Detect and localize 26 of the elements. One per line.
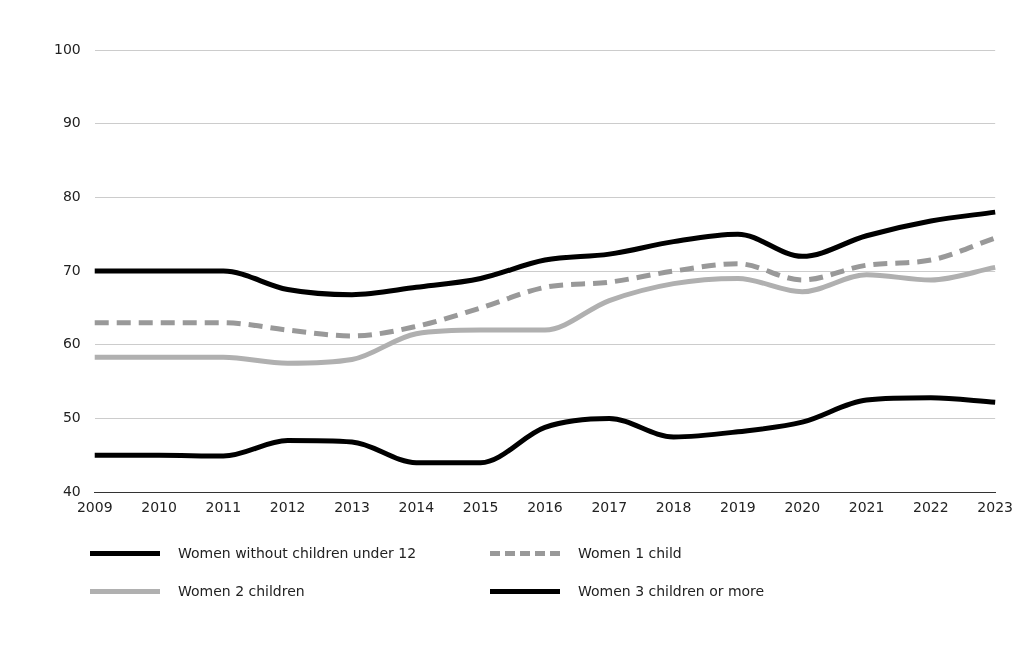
- x-tick-label: 2020: [784, 499, 821, 516]
- x-tick-label: 2010: [141, 499, 177, 516]
- y-tick-label: 80: [62, 188, 81, 205]
- x-tick-label: 2019: [720, 499, 756, 516]
- y-tick-label: 70: [62, 261, 81, 278]
- x-tick-label: 2009: [76, 499, 113, 516]
- x-tick-label: 2012: [269, 499, 306, 516]
- x-tick-label: 2022: [913, 499, 949, 516]
- x-tick-label: 2023: [977, 499, 1014, 516]
- y-tick-label: 40: [62, 482, 81, 499]
- legend-label: Women 2 children: [178, 583, 305, 599]
- x-tick-label: 2014: [398, 499, 435, 516]
- x-tick-label: 2013: [334, 499, 370, 516]
- y-tick-label: 60: [62, 335, 81, 352]
- x-tick-label: 2011: [205, 499, 242, 516]
- legend-label: Women 1 child: [578, 545, 682, 561]
- legend-label: Women without children under 12: [178, 545, 417, 561]
- x-tick-label: 2015: [462, 499, 499, 516]
- x-tick-label: 2021: [848, 499, 885, 516]
- x-tick-label: 2018: [655, 499, 692, 516]
- x-tick-label: 2016: [527, 499, 563, 516]
- legend-label: Women 3 children or more: [578, 583, 765, 599]
- y-tick-label: 100: [53, 40, 81, 57]
- x-tick-label: 2017: [591, 499, 628, 516]
- y-tick-label: 90: [62, 114, 81, 131]
- y-tick-label: 50: [62, 409, 81, 426]
